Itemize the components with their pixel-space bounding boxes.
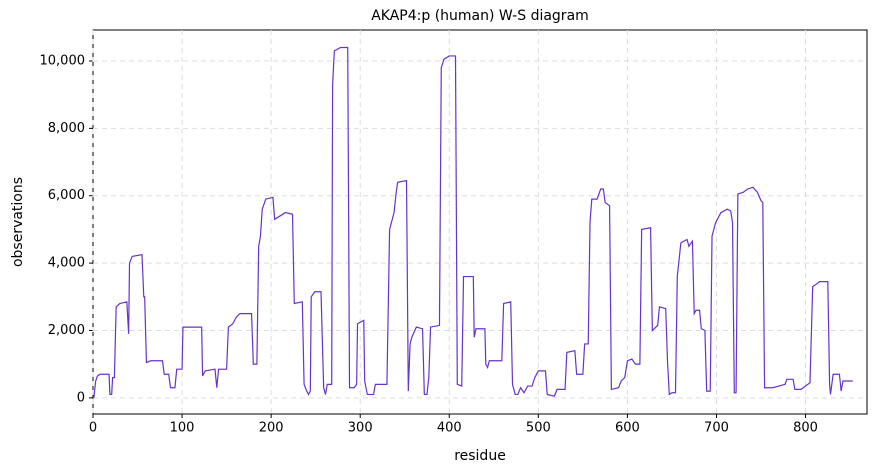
x-tick-label: 0 <box>89 421 97 436</box>
y-tick-label: 4,000 <box>48 256 85 271</box>
x-tick-label: 200 <box>259 421 284 436</box>
y-tick-label: 0 <box>77 390 85 405</box>
data-line <box>93 46 853 398</box>
x-tick-label: 300 <box>348 421 373 436</box>
y-tick-label: 6,000 <box>48 188 85 203</box>
x-tick-label: 700 <box>704 421 729 436</box>
x-tick-label: 600 <box>615 421 640 436</box>
y-tick-label: 10,000 <box>40 53 86 68</box>
y-axis-label: observations <box>10 177 26 267</box>
x-tick-label: 800 <box>793 421 818 436</box>
x-tick-label: 100 <box>170 421 195 436</box>
y-tick-label: 8,000 <box>48 121 85 136</box>
x-tick-label: 400 <box>437 421 462 436</box>
y-tick-label: 2,000 <box>48 323 85 338</box>
plot-frame <box>92 29 868 415</box>
x-tick-label: 500 <box>526 421 551 436</box>
chart-title: AKAP4:p (human) W-S diagram <box>371 8 589 24</box>
x-axis-label: residue <box>454 448 506 464</box>
